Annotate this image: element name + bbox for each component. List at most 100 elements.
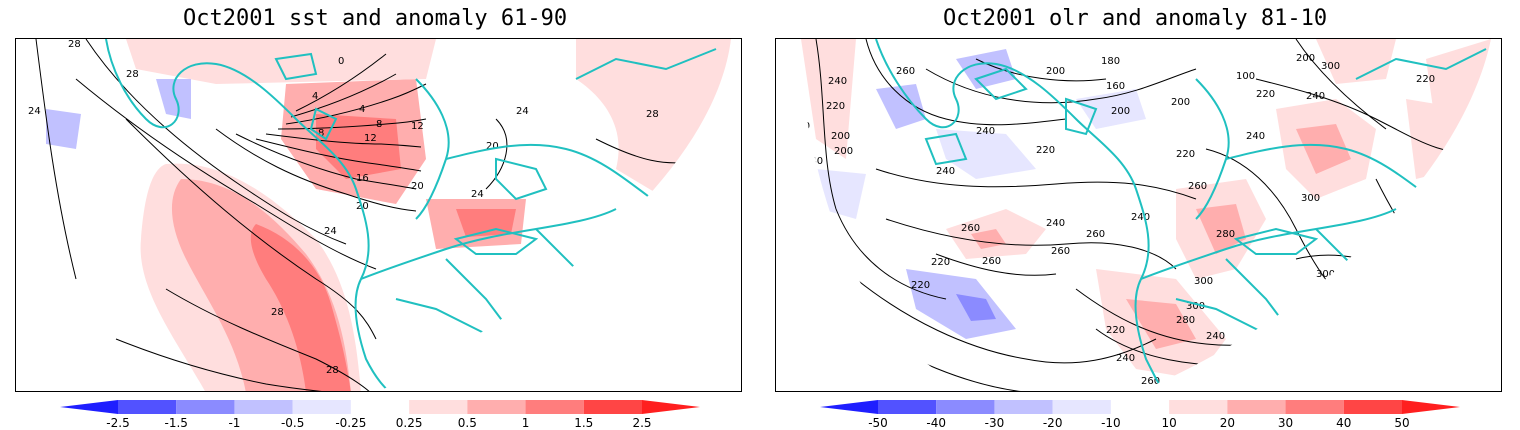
map-mask: [379, 39, 741, 391]
map-mask: [776, 39, 972, 391]
colorbar-tick-label: 40: [1336, 416, 1352, 430]
colorbar-box: [1169, 400, 1228, 414]
colorbar-tick-label: -1.5: [164, 416, 188, 430]
contour-label: 220: [826, 101, 845, 112]
contour-label: 260: [1086, 229, 1105, 240]
colorbar-tick-label: 1: [521, 416, 530, 430]
contour-label: 24: [471, 189, 484, 200]
contour-label: 12: [364, 133, 377, 144]
contour-label: 220: [1416, 74, 1435, 85]
contour-label: 300: [1194, 276, 1213, 287]
contour-label: 260: [961, 223, 980, 234]
contour-label: 240: [1131, 212, 1150, 223]
colorbar-tick-label: 20: [1219, 416, 1235, 430]
contour-label: 300: [1316, 269, 1335, 280]
sst-map: 28 28 24 0 4 4 8 8 12 16 20 20 24 24 28 …: [16, 39, 741, 391]
colorbar-arrow-high: [1402, 400, 1460, 414]
colorbar-box: [176, 400, 235, 414]
contour-label: 200: [834, 146, 853, 157]
contour-label: 200: [1171, 97, 1190, 108]
contour-label: 240: [1046, 218, 1065, 229]
contour-label: 160: [1106, 81, 1125, 92]
colorbar-box: [1227, 400, 1286, 414]
colorbar-box: [525, 400, 584, 414]
contour-label: 16: [356, 173, 369, 184]
contour-label: 8: [318, 128, 324, 139]
contour-label: 28: [271, 307, 284, 318]
colorbar-tick-label: -40: [926, 416, 947, 430]
contour-label: 240: [828, 76, 847, 87]
olr-map: 240 260 220 260 200 240 200 180 160 200 …: [776, 39, 1501, 391]
colorbar-tick-label: 2.5: [632, 416, 652, 430]
contour-label: 24: [28, 106, 41, 117]
contour-label: 20: [486, 141, 499, 152]
contour-label: 180: [1101, 56, 1120, 67]
contour-label: 28: [326, 365, 339, 376]
contour-label: 260: [1141, 376, 1160, 387]
right-map-title: Oct2001 olr and anomaly 81-10: [943, 6, 1328, 31]
contour-label: 4: [359, 104, 365, 115]
colorbar-box: [583, 400, 642, 414]
colorbar-box: [118, 400, 177, 414]
colorbar-tick-label: 10: [1161, 416, 1177, 430]
colorbar-box: [994, 400, 1053, 414]
contour-label: 220: [1106, 325, 1125, 336]
contour-label: 300: [1186, 301, 1205, 312]
contour-label: 4: [312, 91, 318, 102]
colorbar-box: [467, 400, 526, 414]
colorbar-tick-label: -0.25: [335, 416, 367, 430]
colorbar-box: [1343, 400, 1402, 414]
colorbar-arrow-low: [60, 400, 118, 414]
colorbar-tick-label: 0.25: [395, 416, 423, 430]
contour-label: 24: [324, 226, 337, 237]
olr-map-panel: 240 260 220 260 200 240 200 180 160 200 …: [775, 38, 1502, 392]
sst-map-panel: 28 28 24 0 4 4 8 8 12 16 20 20 24 24 28 …: [15, 38, 742, 392]
colorbar-box: [409, 400, 468, 414]
colorbar-tick-label: -0.5: [280, 416, 305, 430]
colorbar-tick-label: 30: [1277, 416, 1294, 430]
olr-colorbar: [820, 400, 1460, 414]
contour-label: 200: [1296, 53, 1315, 64]
contour-label: 8: [376, 119, 382, 130]
colorbar-box: [1285, 400, 1344, 414]
contour-label: 200: [831, 131, 850, 142]
contour-label: 300: [1321, 61, 1340, 72]
contour-label: 28: [68, 39, 81, 50]
contour-label: 240: [1306, 91, 1325, 102]
contour-label: 240: [1206, 331, 1225, 342]
contour-label: 240: [976, 126, 995, 137]
contour-label: 200: [1111, 106, 1130, 117]
colorbar-box: [292, 400, 351, 414]
contour-label: 220: [1036, 145, 1055, 156]
colorbar-tick-label: 50: [1394, 416, 1410, 430]
colorbar-box: [878, 400, 937, 414]
colorbar-tick-label: -50: [868, 416, 888, 430]
colorbar-box: [350, 400, 410, 414]
contour-label: 260: [1188, 181, 1207, 192]
contour-label: 20: [411, 181, 424, 192]
colorbar-arrow-low: [820, 400, 878, 414]
contour-label: 28: [126, 69, 139, 80]
colorbar-arrow-high: [642, 400, 700, 414]
contour-label: 220: [931, 257, 950, 268]
colorbar-tick-label: -30: [984, 416, 1005, 430]
contour-label: 220: [1256, 89, 1275, 100]
colorbar-tick-label: 0.5: [457, 416, 477, 430]
colorbar-box: [1110, 400, 1170, 414]
left-map-title: Oct2001 sst and anomaly 61-90: [183, 6, 568, 31]
contour-label: 200: [1046, 66, 1065, 77]
colorbar-box: [936, 400, 995, 414]
contour-label: 220: [1176, 149, 1195, 160]
contour-label: 240: [1246, 131, 1265, 142]
sst-colorbar: [60, 400, 700, 414]
colorbar-tick-label: -2.5: [106, 416, 130, 430]
contour-label: 280: [1216, 229, 1235, 240]
sst-coastlines: [105, 39, 717, 391]
contour-label: 100: [1236, 71, 1255, 82]
contour-label: 300: [1301, 193, 1320, 204]
contour-label: 240: [936, 166, 955, 177]
contour-label: 260: [982, 256, 1001, 267]
sst-contours: [35, 39, 707, 391]
contour-label: 260: [896, 66, 915, 77]
colorbar-tick-label: -10: [1101, 416, 1121, 430]
